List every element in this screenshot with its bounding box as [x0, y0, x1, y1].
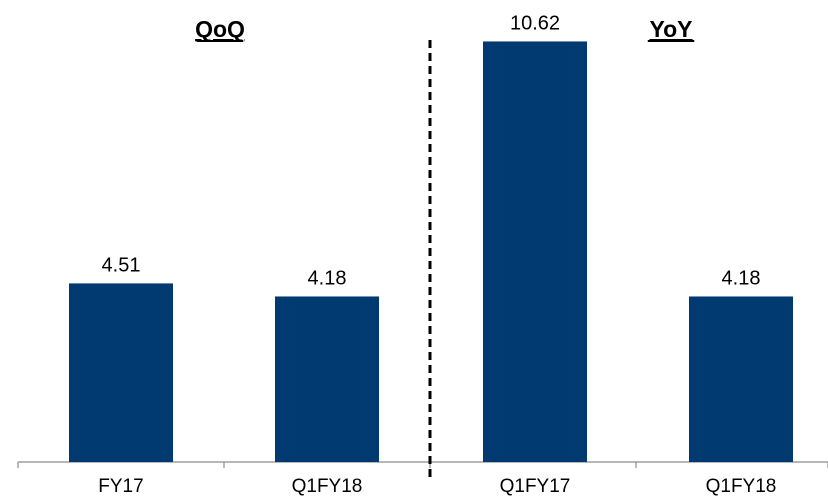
- x-tick-label: Q1FY18: [706, 476, 777, 497]
- x-tick-label: Q1FY17: [500, 476, 571, 497]
- data-label: 4.18: [308, 267, 347, 289]
- ticks-layer: FY17 Q1FY18 Q1FY17 Q1FY18: [98, 476, 776, 497]
- data-label: 4.18: [722, 267, 761, 289]
- x-tick-label: FY17: [98, 476, 143, 497]
- titles-layer: QoQ YoY: [195, 16, 695, 42]
- bar-q1fy18-1: [275, 296, 379, 462]
- bar-q1fy17-2: [483, 41, 587, 463]
- data-label: 10.62: [510, 12, 560, 34]
- labels-layer: 4.51 4.18 10.62 4.18: [102, 12, 761, 289]
- bar-fy17-0: [69, 283, 173, 462]
- bar-q1fy18-3: [689, 296, 793, 462]
- group-title-qoq: QoQ: [195, 16, 245, 42]
- bars-layer: [69, 41, 793, 463]
- x-tick-label: Q1FY18: [292, 476, 363, 497]
- data-label: 4.51: [102, 254, 141, 276]
- group-title-yoy: YoY: [649, 16, 692, 42]
